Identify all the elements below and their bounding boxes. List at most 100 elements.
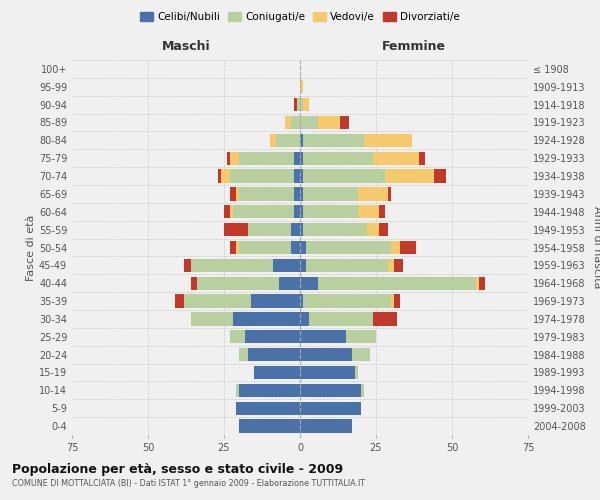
Bar [400,241,416,254]
Bar [300,152,303,165]
Bar [358,187,388,200]
Bar [373,152,419,165]
Bar [309,312,373,326]
Bar [291,223,300,236]
Bar [236,384,239,397]
Bar [318,116,340,129]
Bar [300,258,306,272]
Bar [245,330,300,344]
Bar [233,205,294,218]
Bar [300,170,303,183]
Bar [291,241,300,254]
Bar [221,170,230,183]
Bar [364,134,412,147]
Bar [303,223,367,236]
Bar [224,223,248,236]
Bar [248,348,300,362]
Bar [303,187,358,200]
Bar [294,205,300,218]
Bar [254,366,300,379]
Bar [419,152,425,165]
Bar [236,402,300,415]
Bar [300,330,346,344]
Bar [300,420,352,433]
Bar [394,294,400,308]
Bar [230,205,233,218]
Text: Maschi: Maschi [161,40,211,53]
Bar [300,294,303,308]
Text: Popolazione per età, sesso e stato civile - 2009: Popolazione per età, sesso e stato civil… [12,462,343,475]
Bar [269,134,275,147]
Y-axis label: Fasce di età: Fasce di età [26,214,36,280]
Bar [272,258,300,272]
Bar [294,170,300,183]
Bar [391,241,400,254]
Bar [230,330,245,344]
Bar [218,170,221,183]
Bar [230,187,236,200]
Bar [373,312,397,326]
Bar [379,205,385,218]
Bar [239,348,248,362]
Bar [300,98,303,112]
Bar [361,384,364,397]
Bar [239,152,294,165]
Bar [479,276,485,290]
Bar [184,258,191,272]
Y-axis label: Anni di nascita: Anni di nascita [592,206,600,289]
Bar [352,348,370,362]
Bar [294,98,297,112]
Bar [300,205,303,218]
Bar [297,98,300,112]
Bar [385,170,434,183]
Bar [197,276,279,290]
Bar [300,187,303,200]
Bar [285,116,291,129]
Bar [300,116,318,129]
Bar [191,312,233,326]
Bar [318,276,476,290]
Bar [275,134,300,147]
Bar [306,258,388,272]
Bar [358,205,379,218]
Bar [300,134,303,147]
Text: COMUNE DI MOTTALCIATA (BI) - Dati ISTAT 1° gennaio 2009 - Elaborazione TUTTITALI: COMUNE DI MOTTALCIATA (BI) - Dati ISTAT … [12,479,365,488]
Bar [236,241,239,254]
Bar [303,205,358,218]
Bar [191,258,272,272]
Bar [303,152,373,165]
Bar [300,348,352,362]
Bar [303,294,391,308]
Bar [300,223,303,236]
Bar [239,420,300,433]
Bar [227,152,230,165]
Bar [379,223,388,236]
Bar [300,276,318,290]
Bar [294,187,300,200]
Bar [191,276,197,290]
Bar [394,258,403,272]
Bar [239,384,300,397]
Bar [294,152,300,165]
Bar [355,366,358,379]
Bar [306,241,391,254]
Bar [303,170,385,183]
Bar [434,170,446,183]
Bar [251,294,300,308]
Bar [230,241,236,254]
Bar [291,116,300,129]
Bar [175,294,184,308]
Bar [233,312,300,326]
Bar [303,98,309,112]
Legend: Celibi/Nubili, Coniugati/e, Vedovi/e, Divorziati/e: Celibi/Nubili, Coniugati/e, Vedovi/e, Di… [136,8,464,26]
Bar [388,187,391,200]
Bar [300,241,306,254]
Bar [300,366,355,379]
Bar [279,276,300,290]
Bar [248,223,291,236]
Bar [224,205,230,218]
Bar [184,294,251,308]
Bar [236,187,239,200]
Bar [300,384,361,397]
Bar [303,134,364,147]
